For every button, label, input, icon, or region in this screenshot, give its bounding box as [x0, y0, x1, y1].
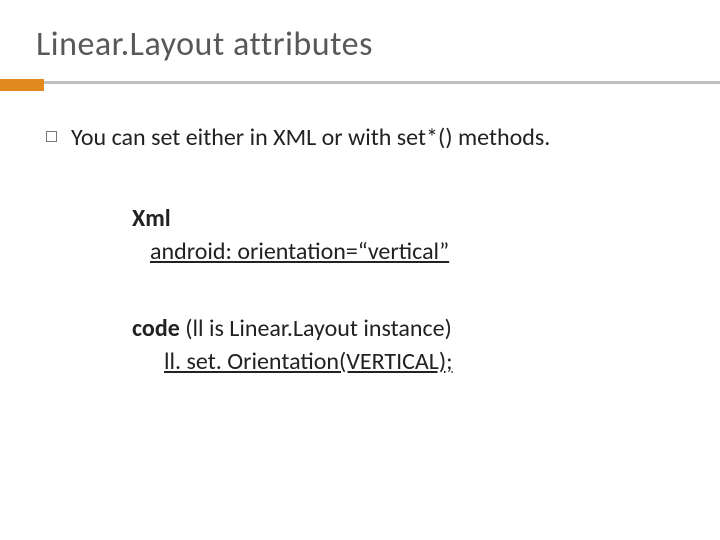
xml-line: android: orientation=“vertical”: [150, 237, 684, 266]
xml-block: Xml android: orientation=“vertical”: [132, 204, 684, 266]
code-paren: (ll is Linear.Layout instance): [180, 314, 452, 343]
rule-grey: [0, 81, 720, 84]
code-label: code: [132, 314, 180, 343]
content-area: You can set either in XML or with set*()…: [36, 123, 684, 376]
bullet-icon: [46, 131, 57, 142]
code-label-row: code (ll is Linear.Layout instance): [132, 314, 684, 343]
code-block: code (ll is Linear.Layout instance) ll. …: [132, 314, 684, 376]
xml-label: Xml: [132, 204, 684, 233]
bullet-row: You can set either in XML or with set*()…: [46, 123, 684, 152]
slide-title: Linear.Layout attributes: [36, 24, 684, 65]
bullet-text: You can set either in XML or with set*()…: [71, 123, 550, 152]
code-line: ll. set. Orientation(VERTICAL);: [164, 347, 684, 376]
slide: Linear.Layout attributes You can set eit…: [0, 0, 720, 540]
rule-accent: [0, 79, 44, 91]
title-rule: [36, 79, 684, 85]
